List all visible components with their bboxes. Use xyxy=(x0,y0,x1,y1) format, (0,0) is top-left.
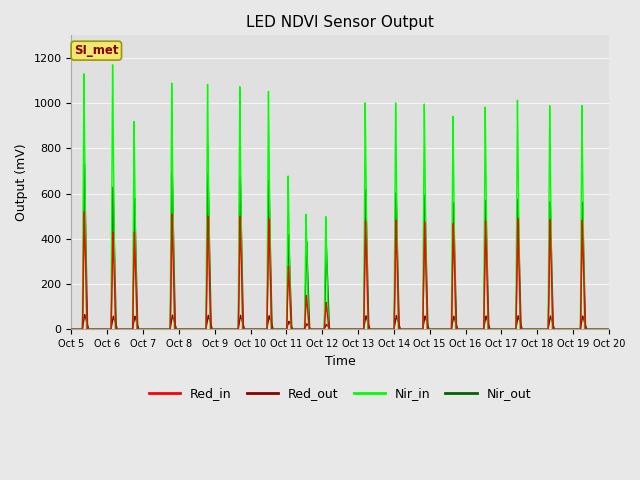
Legend: Red_in, Red_out, Nir_in, Nir_out: Red_in, Red_out, Nir_in, Nir_out xyxy=(144,383,536,406)
Text: SI_met: SI_met xyxy=(74,44,118,57)
X-axis label: Time: Time xyxy=(324,355,355,368)
Title: LED NDVI Sensor Output: LED NDVI Sensor Output xyxy=(246,15,434,30)
Y-axis label: Output (mV): Output (mV) xyxy=(15,144,28,221)
